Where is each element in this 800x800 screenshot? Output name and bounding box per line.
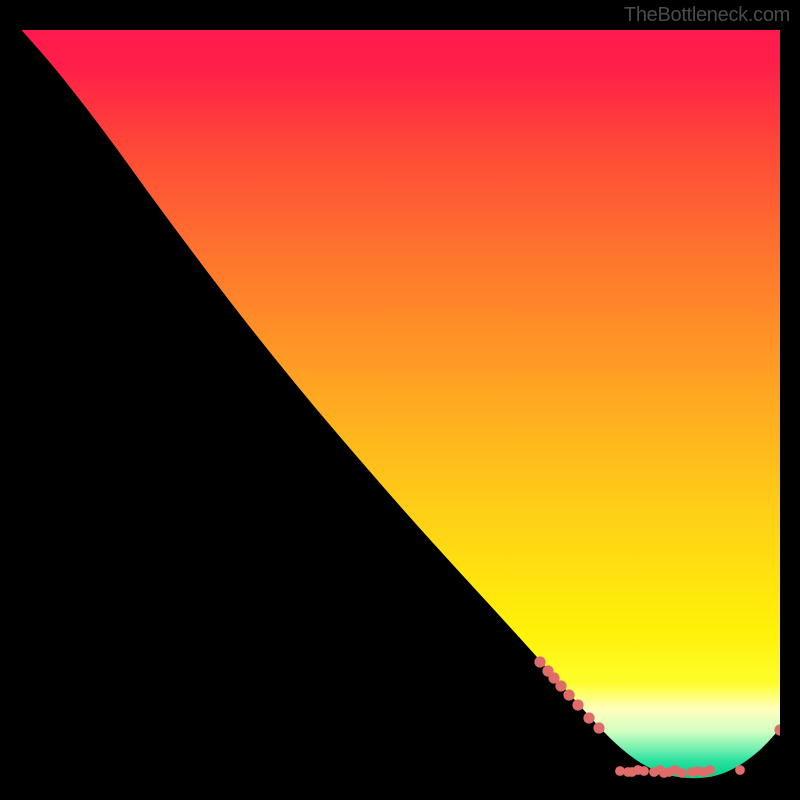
- data-marker: [593, 722, 604, 733]
- data-marker: [583, 712, 594, 723]
- chart-container: TheBottleneck.com: [0, 0, 800, 800]
- data-marker: [555, 680, 566, 691]
- plot-area: [20, 30, 780, 790]
- attribution-text: TheBottleneck.com: [624, 4, 790, 27]
- data-marker: [639, 766, 649, 776]
- data-marker: [677, 768, 687, 778]
- data-marker: [563, 689, 574, 700]
- data-marker: [705, 765, 715, 775]
- gradient-area: [20, 30, 780, 780]
- chart-svg: [20, 30, 780, 790]
- data-marker: [735, 765, 745, 775]
- data-marker: [572, 699, 583, 710]
- data-marker: [534, 656, 545, 667]
